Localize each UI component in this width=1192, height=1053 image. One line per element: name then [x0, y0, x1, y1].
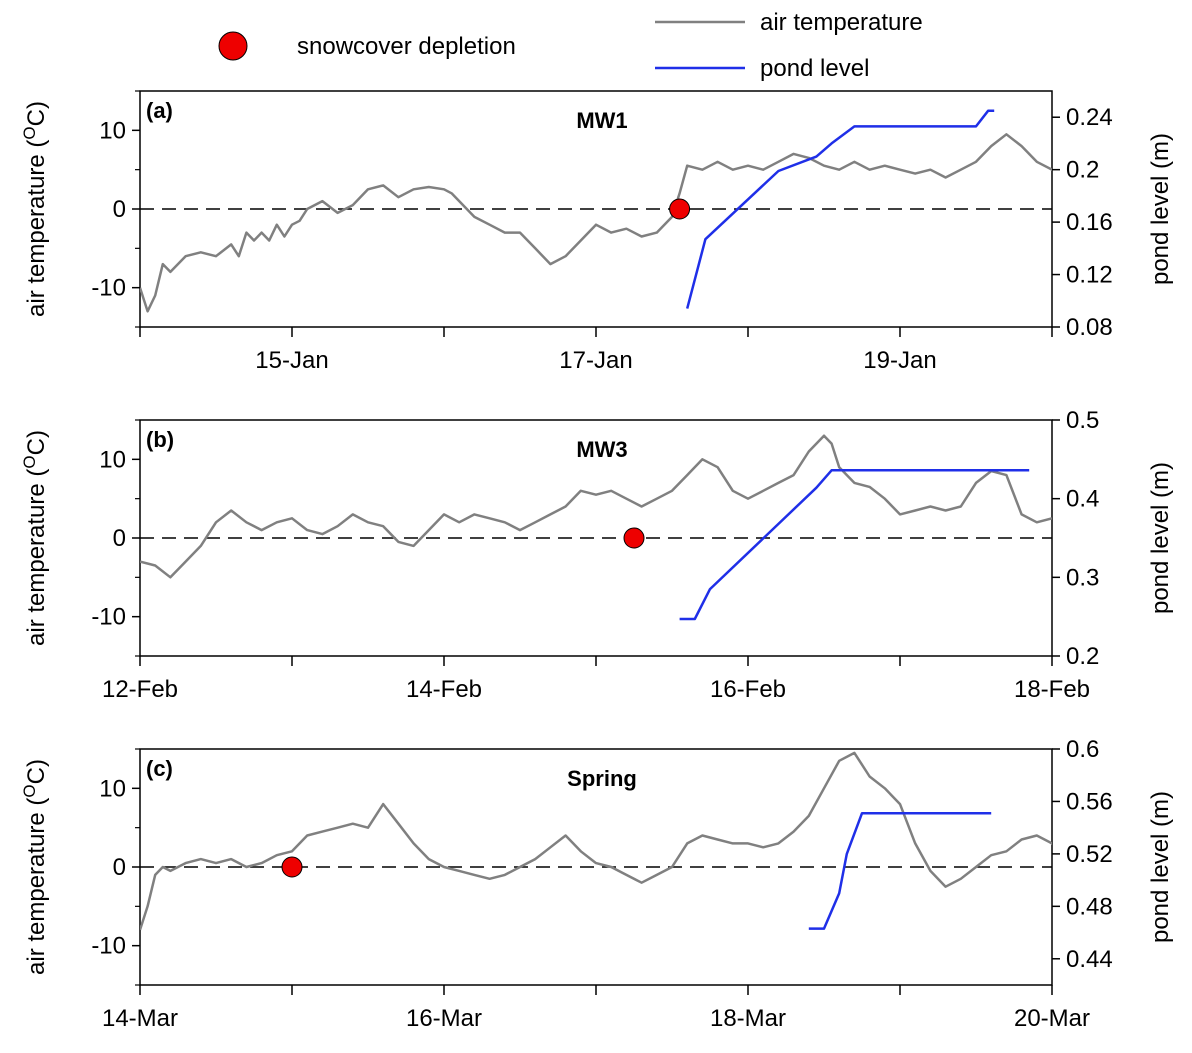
y-left-tick-label: 0	[113, 196, 126, 223]
y-right-tick-label: 0.44	[1066, 946, 1113, 973]
x-tick-label: 18-Mar	[710, 1005, 786, 1032]
plot-data	[140, 434, 1052, 621]
y-left-tick-label: -10	[91, 604, 126, 631]
y-left-axis-label-part: C)	[23, 101, 50, 126]
x-tick-label: 15-Jan	[255, 347, 328, 374]
x-tick-label: 16-Mar	[406, 1005, 482, 1032]
panel-title: Spring	[567, 766, 637, 791]
legend-pond-label: pond level	[760, 55, 869, 82]
x-tick-label: 16-Feb	[710, 676, 786, 703]
y-right-tick-label: 0.4	[1066, 486, 1099, 513]
y-right-tick-label: 0.16	[1066, 209, 1113, 236]
y-left-axis-label-part: C)	[23, 759, 50, 784]
y-left-tick-label: 10	[99, 446, 126, 473]
degree-superscript: O	[20, 455, 39, 468]
air-temperature-series	[140, 434, 1052, 579]
y-right-tick-label: 0.2	[1066, 643, 1099, 670]
plot-data	[140, 751, 1052, 931]
panel-2: -10 0 10 0.2 0.3 0.4 0.5 12-Feb 14-Feb 16-Feb 18-F…	[20, 407, 1174, 703]
y-left-tick-label: -10	[91, 275, 126, 302]
degree-superscript: O	[20, 784, 39, 797]
snowcover-depletion-marker	[669, 198, 691, 220]
panel-label: (a)	[146, 98, 173, 123]
y-left-tick-label: 10	[99, 117, 126, 144]
pond-level-series	[685, 109, 995, 309]
panel-label: (b)	[146, 427, 174, 452]
legend: snowcover depletion air temperature pond…	[218, 9, 923, 82]
panel-3: -10 0 10 0.44 0.48 0.52 0.56 0.6 14-Mar 16-Mar 18-…	[20, 736, 1174, 1032]
y-right-tick-label: 0.2	[1066, 157, 1099, 184]
y-right-tick-label: 0.3	[1066, 564, 1099, 591]
y-left-axis-label-part: air temperature (	[23, 140, 50, 317]
y-left-tick-label: -10	[91, 933, 126, 960]
legend-snowcover-label: snowcover depletion	[297, 33, 516, 60]
y-left-tick-label: 0	[113, 854, 126, 881]
snowcover-depletion-marker	[623, 527, 645, 549]
air-temperature-series	[140, 751, 1052, 931]
y-left-axis-label-part: air temperature (	[23, 469, 50, 646]
x-tick-label: 20-Mar	[1014, 1005, 1090, 1032]
y-left-axis-label: air temperature (OC)	[20, 759, 50, 975]
y-right-tick-label: 0.56	[1066, 788, 1113, 815]
y-right-tick-label: 0.12	[1066, 262, 1113, 289]
x-tick-label: 19-Jan	[863, 347, 936, 374]
y-right-tick-label: 0.48	[1066, 893, 1113, 920]
legend-snowcover-marker	[218, 31, 248, 61]
pond-level-series	[808, 811, 992, 930]
x-tick-label: 14-Feb	[406, 676, 482, 703]
y-right-tick-label: 0.24	[1066, 104, 1113, 131]
plot-data	[140, 109, 1052, 313]
y-left-axis-label-part: air temperature (	[23, 798, 50, 975]
y-right-axis-label: pond level (m)	[1147, 791, 1174, 943]
y-left-axis-label: air temperature (OC)	[20, 101, 50, 317]
y-right-tick-label: 0.52	[1066, 841, 1113, 868]
pond-level-series	[679, 469, 1030, 621]
panel-label: (c)	[146, 756, 173, 781]
snowcover-depletion-marker	[281, 856, 303, 878]
x-tick-label: 12-Feb	[102, 676, 178, 703]
x-tick-label: 18-Feb	[1014, 676, 1090, 703]
y-left-tick-label: 10	[99, 775, 126, 802]
y-right-axis-label: pond level (m)	[1147, 462, 1174, 614]
air-temperature-series	[140, 133, 1052, 313]
panel-1: -10 0 10 0.08 0.12 0.16 0.2 0.24 15-Jan 17-Jan 19-…	[20, 90, 1174, 374]
y-left-axis-label: air temperature (OC)	[20, 430, 50, 646]
y-right-tick-label: 0.5	[1066, 407, 1099, 434]
y-right-tick-label: 0.6	[1066, 736, 1099, 763]
panel-title: MW1	[576, 108, 627, 133]
degree-superscript: O	[20, 126, 39, 139]
x-tick-label: 14-Mar	[102, 1005, 178, 1032]
y-right-tick-label: 0.08	[1066, 314, 1113, 341]
y-left-tick-label: 0	[113, 525, 126, 552]
y-right-axis-label: pond level (m)	[1147, 133, 1174, 285]
panels: -10 0 10 0.08 0.12 0.16 0.2 0.24 15-Jan 17-Jan 19-…	[20, 90, 1174, 1032]
legend-air-label: air temperature	[760, 9, 923, 36]
y-left-axis-label-part: C)	[23, 430, 50, 455]
panel-title: MW3	[576, 437, 627, 462]
x-tick-label: 17-Jan	[559, 347, 632, 374]
